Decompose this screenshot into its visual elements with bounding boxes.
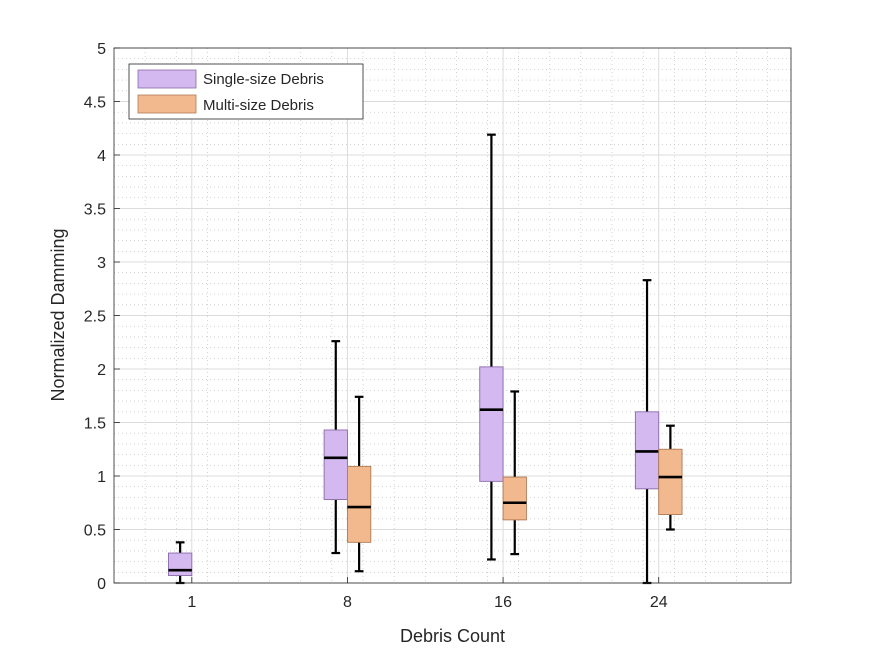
- minor-grid: [114, 48, 791, 583]
- box-iqr: [168, 552, 193, 576]
- y-tick-label: 4: [97, 148, 106, 165]
- x-tick-label: 1: [187, 594, 196, 611]
- y-tick-label: 4.5: [84, 95, 106, 112]
- y-tick-label: 0: [97, 576, 106, 593]
- box-iqr: [658, 448, 683, 515]
- y-axis-ticks: 0 0.5 1 1.5 2 2.5 3 3.5 4 4.5 5: [84, 41, 120, 593]
- y-axis-label: Normalized Damming: [48, 228, 68, 401]
- legend: Single-size Debris Multi-size Debris: [128, 63, 364, 120]
- x-tick-label: 24: [650, 594, 668, 611]
- x-tick-label: 8: [343, 594, 352, 611]
- box-iqr: [502, 476, 527, 521]
- box-group: [168, 133, 683, 585]
- y-tick-label: 2.5: [84, 309, 106, 326]
- y-tick-label: 2: [97, 362, 106, 379]
- y-tick-label: 3.5: [84, 202, 106, 219]
- box-iqr: [346, 465, 372, 543]
- x-axis-ticks: 1 8 16 24: [187, 577, 668, 611]
- box-iqr: [479, 366, 504, 482]
- legend-swatch-multi-size: [137, 94, 197, 114]
- y-tick-label: 1: [97, 469, 106, 486]
- y-tick-label: 3: [97, 255, 106, 272]
- box-iqr: [323, 429, 348, 500]
- y-tick-label: 1.5: [84, 416, 106, 433]
- y-tick-label: 0.5: [84, 523, 106, 540]
- y-tick-label: 5: [97, 41, 106, 58]
- legend-label-multi-size: Multi-size Debris: [203, 97, 314, 114]
- x-axis-label: Debris Count: [400, 626, 505, 646]
- x-tick-label: 16: [494, 594, 512, 611]
- legend-swatch-single-size: [137, 69, 197, 89]
- legend-label-single-size: Single-size Debris: [203, 71, 324, 88]
